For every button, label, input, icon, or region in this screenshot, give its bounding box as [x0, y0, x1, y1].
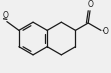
Text: O: O: [102, 27, 108, 36]
Text: O: O: [3, 11, 9, 20]
Text: O: O: [88, 0, 93, 9]
